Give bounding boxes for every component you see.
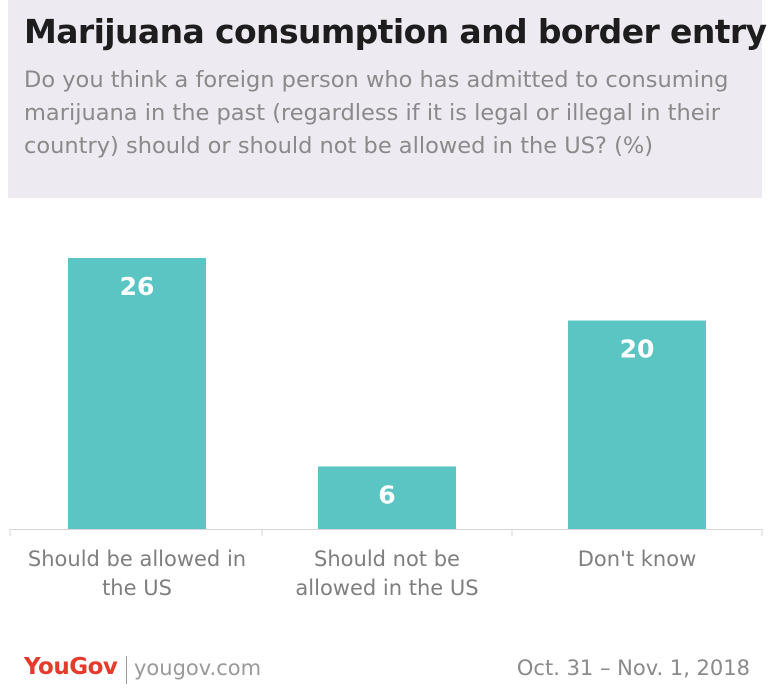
category-label-line: Don't know [577,547,697,571]
chart-title: Marijuana consumption and border entry [24,12,767,51]
footer-site: yougov.com [134,656,262,680]
data-label-1: 26 [120,272,155,301]
category-label-2: Should not be allowed in the US [262,545,512,603]
data-label-3: 20 [620,335,655,364]
chart-subtitle: Do you think a foreign person who has ad… [24,67,729,159]
category-label-3: Don't know [512,545,762,574]
survey-date: Oct. 31 – Nov. 1, 2018 [516,656,750,680]
category-label-1: Should be allowed in the US [12,545,262,603]
category-label-line: Should be allowed in [27,547,247,571]
bar-chart: 26 6 20 [9,258,763,536]
bar-2 [318,466,456,529]
category-label-line: allowed in the US [295,576,479,600]
category-label-line: the US [102,576,172,600]
footer-divider [126,656,127,684]
bar-3 [568,320,706,529]
category-label-line: Should not be [314,547,460,571]
yougov-logo: YouGov [24,654,118,680]
chart-header: Marijuana consumption and border entry D… [8,0,767,198]
bar-1 [68,258,206,529]
data-label-2: 6 [378,480,395,509]
